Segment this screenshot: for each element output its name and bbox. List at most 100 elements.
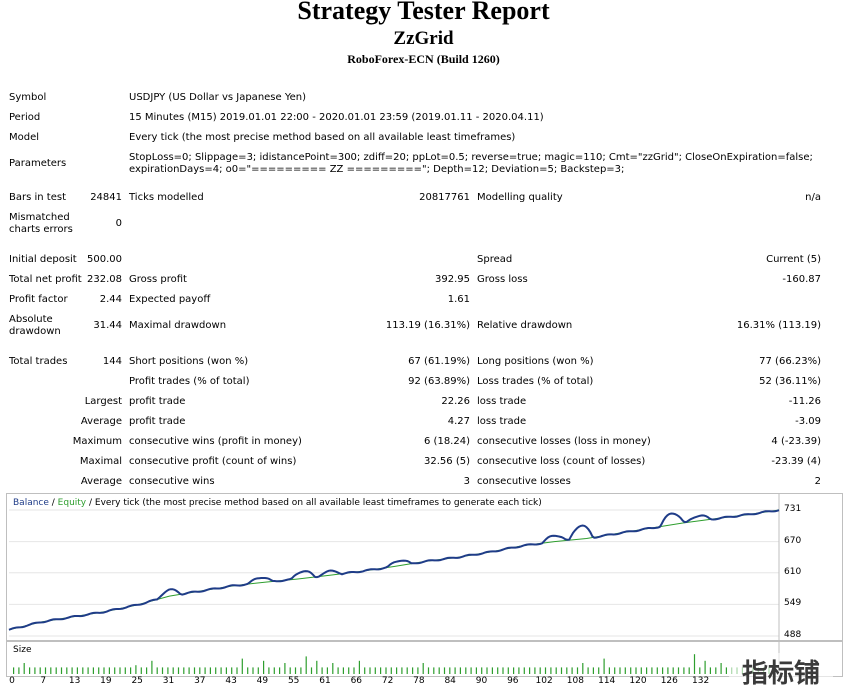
size-bar	[529, 667, 531, 674]
size-bar	[598, 667, 600, 674]
net-profit-label: Total net profit	[9, 274, 82, 285]
size-bar	[247, 667, 249, 674]
parameters-line-2: expirationDays=4; o0="========= ZZ =====…	[129, 164, 625, 175]
size-bar	[390, 667, 392, 674]
period-label: Period	[9, 112, 41, 123]
size-bar	[294, 667, 297, 674]
size-bar	[108, 667, 110, 674]
size-histogram: Size	[6, 641, 843, 677]
size-bar	[497, 667, 499, 674]
balance-line	[8, 509, 780, 631]
x-tick-label: 37	[194, 676, 206, 686]
mismatched-value: 0	[115, 218, 122, 229]
legend-equity: Equity	[57, 498, 87, 508]
size-bar	[231, 667, 233, 674]
size-bar	[481, 667, 483, 674]
average-profit-label: profit trade	[129, 416, 186, 427]
x-tick-label: 0	[9, 676, 15, 686]
size-bar	[236, 667, 238, 674]
size-bar	[156, 667, 158, 674]
size-bar	[603, 658, 605, 674]
x-tick-label: 120	[629, 676, 647, 686]
size-bar	[273, 667, 275, 674]
gross-loss-label: Gross loss	[477, 274, 528, 285]
size-bar	[209, 667, 211, 674]
size-bar	[693, 654, 696, 674]
size-bar	[268, 667, 270, 674]
avg-label: Average	[80, 476, 122, 487]
size-bar	[151, 660, 153, 674]
max-cons-wins-value: 6 (18.24)	[424, 436, 470, 447]
largest-profit-value: 22.26	[441, 396, 470, 407]
expected-payoff-value: 1.61	[447, 294, 470, 305]
short-positions-label: Short positions (won %)	[129, 356, 249, 367]
avg-cons-losses-label: consecutive losses	[477, 476, 571, 487]
size-bar	[161, 667, 164, 674]
svg-text:指标铺: 指标铺	[742, 659, 820, 689]
size-bar	[709, 667, 711, 674]
size-bar	[103, 667, 105, 674]
size-bar	[18, 667, 20, 674]
average-loss-value: -3.09	[795, 416, 821, 427]
size-bar	[475, 667, 477, 674]
y-tick-label: 670	[784, 535, 802, 546]
size-bar	[688, 667, 690, 674]
maximal-cons-profit-value: 32.56 (5)	[424, 456, 470, 467]
size-bar	[715, 667, 717, 674]
size-bars	[13, 642, 780, 676]
gross-profit-value: 392.95	[435, 274, 470, 285]
total-trades-value: 144	[102, 356, 122, 367]
size-bar	[353, 667, 355, 674]
x-tick-label: 78	[413, 676, 425, 686]
size-bar	[183, 667, 185, 674]
parameters-label: Parameters	[9, 158, 67, 169]
size-bar	[571, 667, 573, 674]
avg-cons-wins-label: consecutive wins	[129, 476, 215, 487]
size-bar	[608, 667, 610, 674]
size-bar	[640, 667, 642, 674]
x-tick-label: 13	[68, 676, 81, 686]
size-bar	[76, 667, 78, 674]
x-tick-label: 66	[350, 676, 363, 686]
average-profit-value: 4.27	[447, 416, 470, 427]
size-bar	[135, 665, 137, 674]
size-bar	[34, 667, 36, 674]
size-bar	[624, 667, 626, 674]
x-tick-label: 61	[319, 676, 331, 686]
size-bar	[672, 667, 674, 674]
size-bar	[454, 667, 456, 674]
size-bar	[316, 660, 318, 674]
size-bar	[667, 667, 669, 674]
size-bar	[427, 667, 430, 674]
size-bar	[374, 667, 376, 674]
mismatched-label-2: charts errors	[9, 224, 73, 235]
x-tick-label: 84	[444, 676, 456, 686]
x-tick-label: 72	[381, 676, 394, 686]
size-bar	[146, 667, 148, 674]
size-bar	[677, 667, 680, 674]
size-bar	[364, 667, 366, 674]
watermark-logo: 指标铺	[729, 653, 833, 691]
size-bar	[406, 667, 408, 674]
size-bar	[263, 660, 265, 674]
maximum-label: Maximum	[72, 436, 122, 447]
equity-line	[8, 509, 780, 631]
size-bar	[550, 667, 552, 674]
size-bar	[443, 667, 446, 674]
size-label: Size	[13, 645, 32, 655]
gross-loss-value: -160.87	[782, 274, 821, 285]
symbol-value: USDJPY (US Dollar vs Japanese Yen)	[129, 92, 307, 103]
size-bar	[50, 667, 52, 674]
size-bar	[619, 667, 621, 674]
x-tick-label: 90	[475, 676, 488, 686]
x-axis-ticks: 0 7 13 19 25 31 37 43 49 55 61 66 72 78 84 90 96 102 108 11…	[0, 676, 847, 692]
x-tick-label: 7	[40, 676, 47, 686]
size-bar	[310, 667, 313, 674]
maximal-label: Maximal	[79, 456, 122, 467]
size-bar	[566, 667, 568, 674]
size-bar	[326, 667, 328, 674]
max-drawdown-label: Maximal drawdown	[129, 320, 227, 331]
model-value: Every tick (the most precise method base…	[129, 132, 516, 143]
size-bar	[720, 663, 722, 674]
abs-drawdown-label-2: drawdown	[9, 326, 61, 337]
